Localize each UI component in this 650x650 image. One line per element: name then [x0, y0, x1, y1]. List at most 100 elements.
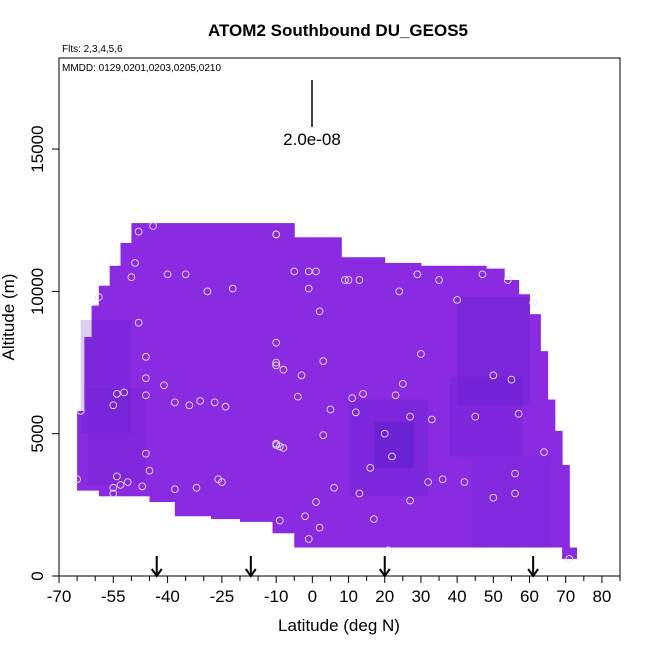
x-tick-label: 70 — [556, 587, 575, 606]
sample-point — [341, 276, 349, 284]
sample-point — [142, 374, 150, 383]
sample-point — [391, 391, 400, 400]
down-arrow-head — [527, 568, 539, 578]
sample-point — [145, 466, 154, 475]
sample-point — [138, 482, 147, 491]
sample-point — [406, 412, 414, 421]
sample-point — [279, 444, 288, 452]
sample-point — [511, 489, 519, 498]
sample-point — [275, 516, 284, 525]
x-tick-label: -70 — [47, 587, 72, 606]
sample-point — [142, 391, 150, 400]
concentration-patch — [87, 388, 146, 485]
sample-point — [192, 483, 201, 492]
sample-point — [395, 287, 404, 296]
curtain-column — [109, 265, 122, 497]
curtain-column — [211, 223, 241, 520]
sample-point — [275, 442, 284, 451]
concentration-shading — [80, 297, 552, 548]
sample-point — [301, 512, 309, 521]
x-axis: -70 -55 -40 -25 -10 0 10 20 30 40 50 60 70 80 — [47, 576, 621, 606]
curtain-column — [131, 223, 150, 497]
sample-point — [355, 489, 364, 498]
sample-point — [417, 350, 425, 358]
curtain-column — [486, 268, 505, 548]
sample-point — [406, 496, 414, 505]
curtain-column — [272, 223, 295, 534]
x-tick-label: -55 — [101, 587, 126, 606]
x-tick-label: -10 — [264, 587, 289, 606]
sample-point — [388, 452, 396, 461]
curtain-column — [504, 280, 520, 548]
sample-point — [453, 296, 461, 304]
sample-point — [435, 276, 443, 284]
y-tick-label: 5000 — [28, 415, 47, 453]
sample-point — [511, 469, 519, 478]
sample-point — [348, 394, 357, 402]
curtain-column — [547, 399, 556, 548]
down-arrow-head — [150, 568, 163, 578]
sample-point — [326, 405, 335, 414]
sample-point — [460, 478, 469, 486]
x-tick-label: -25 — [210, 587, 235, 606]
x-tick-label: 50 — [484, 587, 503, 606]
sample-point — [297, 371, 306, 380]
scale-bar: 2.0e-08 — [283, 80, 341, 149]
sample-point — [170, 398, 179, 407]
concentration-patch — [373, 422, 414, 468]
x-tick-label: 20 — [375, 587, 394, 606]
sample-point — [529, 298, 537, 307]
sample-point — [272, 338, 281, 347]
curtain-column — [554, 430, 563, 548]
flight-turn-arrows — [150, 556, 539, 578]
y-axis-label: Altitude (m) — [0, 274, 18, 361]
sample-point — [312, 267, 320, 276]
x-tick-label: -40 — [155, 587, 180, 606]
curtain-column — [120, 243, 132, 497]
x-tick-label: 40 — [448, 587, 467, 606]
x-axis-label: Latitude (deg N) — [278, 616, 400, 635]
plot-frame — [58, 57, 621, 577]
sample-point — [514, 409, 523, 418]
sample-point — [355, 276, 364, 284]
sample-point — [330, 483, 338, 492]
sample-point — [123, 478, 132, 486]
sample-point — [319, 357, 328, 365]
sample-markers — [73, 222, 574, 563]
sample-point — [272, 358, 281, 367]
concentration-patch — [80, 319, 132, 434]
sample-point — [489, 371, 498, 380]
x-tick-label: 60 — [520, 587, 539, 606]
curtain-column — [562, 465, 570, 559]
curtain-column — [84, 336, 93, 491]
sample-point — [279, 365, 288, 374]
sample-point — [413, 270, 422, 279]
sample-point — [312, 498, 320, 506]
sample-point — [565, 555, 574, 563]
x-tick-label: 30 — [411, 587, 430, 606]
concentration-patch — [449, 376, 523, 457]
sample-point — [315, 523, 324, 532]
sample-point — [272, 230, 281, 239]
sample-point — [218, 478, 226, 486]
sample-point — [185, 401, 194, 410]
curtain-column — [294, 237, 342, 548]
sample-point — [315, 307, 324, 316]
sample-point — [163, 270, 172, 279]
sample-point — [170, 485, 179, 494]
sample-point — [471, 412, 480, 421]
sample-point — [438, 475, 447, 484]
curtain-column — [341, 257, 386, 548]
curtain-column — [77, 410, 85, 491]
sample-point — [109, 401, 118, 410]
sample-point — [503, 276, 512, 284]
concentration-patch — [348, 399, 429, 497]
sample-point — [149, 222, 157, 230]
sample-point — [94, 293, 103, 301]
concentration-patch — [471, 456, 552, 548]
sample-point — [113, 472, 121, 481]
x-tick-label: 10 — [339, 587, 358, 606]
sample-point — [304, 535, 313, 543]
scale-bar-label: 2.0e-08 — [283, 130, 341, 149]
down-arrow-head — [378, 568, 391, 578]
